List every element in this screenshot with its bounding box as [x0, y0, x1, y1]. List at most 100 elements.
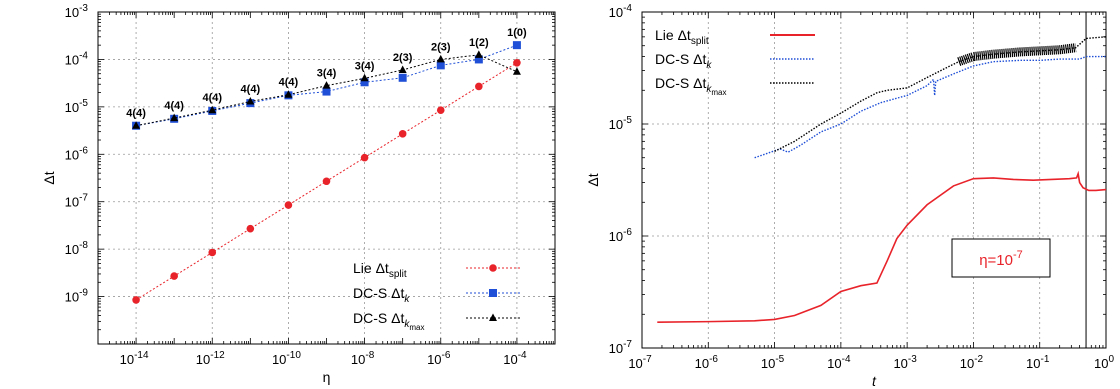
annotation-label: 3(4): [317, 68, 337, 80]
data-point: [398, 130, 407, 138]
legend-label-sub: k: [404, 294, 410, 305]
plot-area: [657, 12, 1106, 348]
data-point: [474, 55, 483, 64]
point-annotations: 4(4) 4(4) 4(4) 4(4) 4(4) 3(4) 3(4) 2(3) 2(3) 1(2)…: [126, 27, 527, 120]
tick-exponent: -9: [79, 288, 88, 299]
series-line: [135, 54, 518, 127]
annotation-label: 3(4): [355, 60, 375, 72]
annotation-label: 2(3): [393, 52, 413, 64]
legend-label: DC-S Δtkmax: [655, 75, 726, 97]
y-tick-label: 10-6: [65, 145, 89, 162]
data-point: [284, 201, 293, 209]
tick-base: 10: [827, 356, 841, 371]
tick-exponent: -7: [623, 339, 632, 350]
tick-exponent: -4: [79, 50, 88, 61]
legend-label: DC-S Δtkmax: [353, 310, 424, 332]
y-tick-label: 10-7: [609, 339, 633, 356]
x-tick-label: 10-3: [893, 354, 917, 371]
legend-label-sub: k: [706, 84, 712, 95]
tick-exponent: -4: [623, 3, 632, 14]
tick-exponent: -6: [79, 145, 88, 156]
tick-base: 10: [695, 356, 709, 371]
chart-2: 10-7 10-6 10-5 10-4 10-3 10-2 10-1 10010-710-61…: [585, 3, 1114, 389]
tick-exponent: 0: [1108, 354, 1114, 365]
x-tick-label: 100: [1094, 354, 1114, 371]
legend-label-main: Lie Δt: [353, 260, 389, 276]
x-axis-label: η: [323, 369, 331, 385]
tick-exponent: -1: [1040, 354, 1049, 365]
x-tick-label: 10-1: [1026, 354, 1050, 371]
annotation-exponent: -7: [1013, 249, 1023, 261]
data-point: [132, 121, 141, 129]
tick-base: 10: [65, 5, 79, 20]
data-point: [284, 90, 293, 98]
y-tick-label: 10-4: [65, 50, 89, 67]
tick-base: 10: [65, 52, 79, 67]
tick-exponent: -4: [518, 350, 527, 361]
tick-base: 10: [65, 147, 79, 162]
tick-base: 10: [65, 195, 79, 210]
x-tick-label: 10-14: [120, 350, 149, 367]
legend-label-main: DC-S Δt: [353, 285, 404, 301]
tick-base: 10: [196, 352, 210, 367]
data-point: [246, 96, 255, 105]
tick-exponent: -5: [623, 115, 632, 126]
data-point: [398, 73, 407, 82]
data-point: [322, 81, 331, 89]
y-tick-label: 10-5: [65, 98, 89, 115]
series-2: [754, 55, 1106, 159]
annotation-label: 4(4): [126, 108, 146, 120]
tick-exponent: -8: [365, 350, 374, 361]
annotation-prefix: η=10: [979, 252, 1013, 269]
chart-1: 10-14 10-12 10-10 10-8 10-6 10-410-910-810-71…: [41, 3, 556, 385]
tick-base: 10: [427, 352, 441, 367]
plot-frame: [97, 11, 556, 345]
tick-base: 10: [893, 356, 907, 371]
annotation-label: 2(3): [431, 41, 451, 53]
series-1: [657, 170, 1106, 323]
legend-label-subsub: max: [711, 88, 726, 97]
y-tick-label: 10-4: [609, 3, 633, 20]
tick-base: 10: [65, 242, 79, 257]
x-tick-label: 10-12: [196, 350, 225, 367]
data-point: [360, 153, 369, 162]
legend-label-sub: split: [389, 269, 407, 280]
tick-base: 10: [609, 341, 623, 356]
tick-exponent: -3: [79, 3, 88, 14]
tick-base: 10: [761, 356, 775, 371]
y-tick-label: 10-5: [609, 115, 633, 132]
tick-exponent: -4: [842, 354, 851, 365]
tick-base: 10: [503, 352, 517, 367]
data-point: [170, 113, 179, 122]
data-point: [475, 82, 483, 91]
legend-marker: [489, 289, 497, 297]
series-band: [957, 43, 1077, 66]
data-point: [436, 54, 445, 63]
legend-label-main: DC-S Δt: [353, 310, 404, 326]
x-tick-label: 10-6: [695, 354, 719, 371]
data-point: [512, 67, 521, 75]
legend-label-sub: split: [691, 36, 709, 47]
tick-exponent: -5: [79, 98, 88, 109]
plot-area: [132, 41, 521, 304]
y-tick-label: 10-9: [65, 288, 89, 305]
tick-base: 10: [351, 352, 365, 367]
tick-base: 10: [609, 117, 623, 132]
plot-frame: [641, 11, 1107, 349]
data-point: [322, 177, 331, 186]
annotation-label: 4(4): [202, 92, 222, 104]
y-tick-label: 10-6: [609, 227, 633, 244]
legend-label-sub: k: [706, 60, 712, 71]
y-tick-label: 10-7: [65, 193, 89, 210]
legend-label-subsub: max: [409, 323, 424, 332]
legend-label-main: Lie Δt: [655, 27, 691, 43]
tick-base: 10: [1094, 356, 1108, 371]
data-point: [132, 296, 140, 304]
data-point: [512, 41, 521, 50]
annotation-label: 4(4): [279, 77, 299, 89]
data-point: [474, 50, 483, 58]
y-tick-label: 10-8: [65, 240, 89, 257]
tick-exponent: -6: [709, 354, 718, 365]
